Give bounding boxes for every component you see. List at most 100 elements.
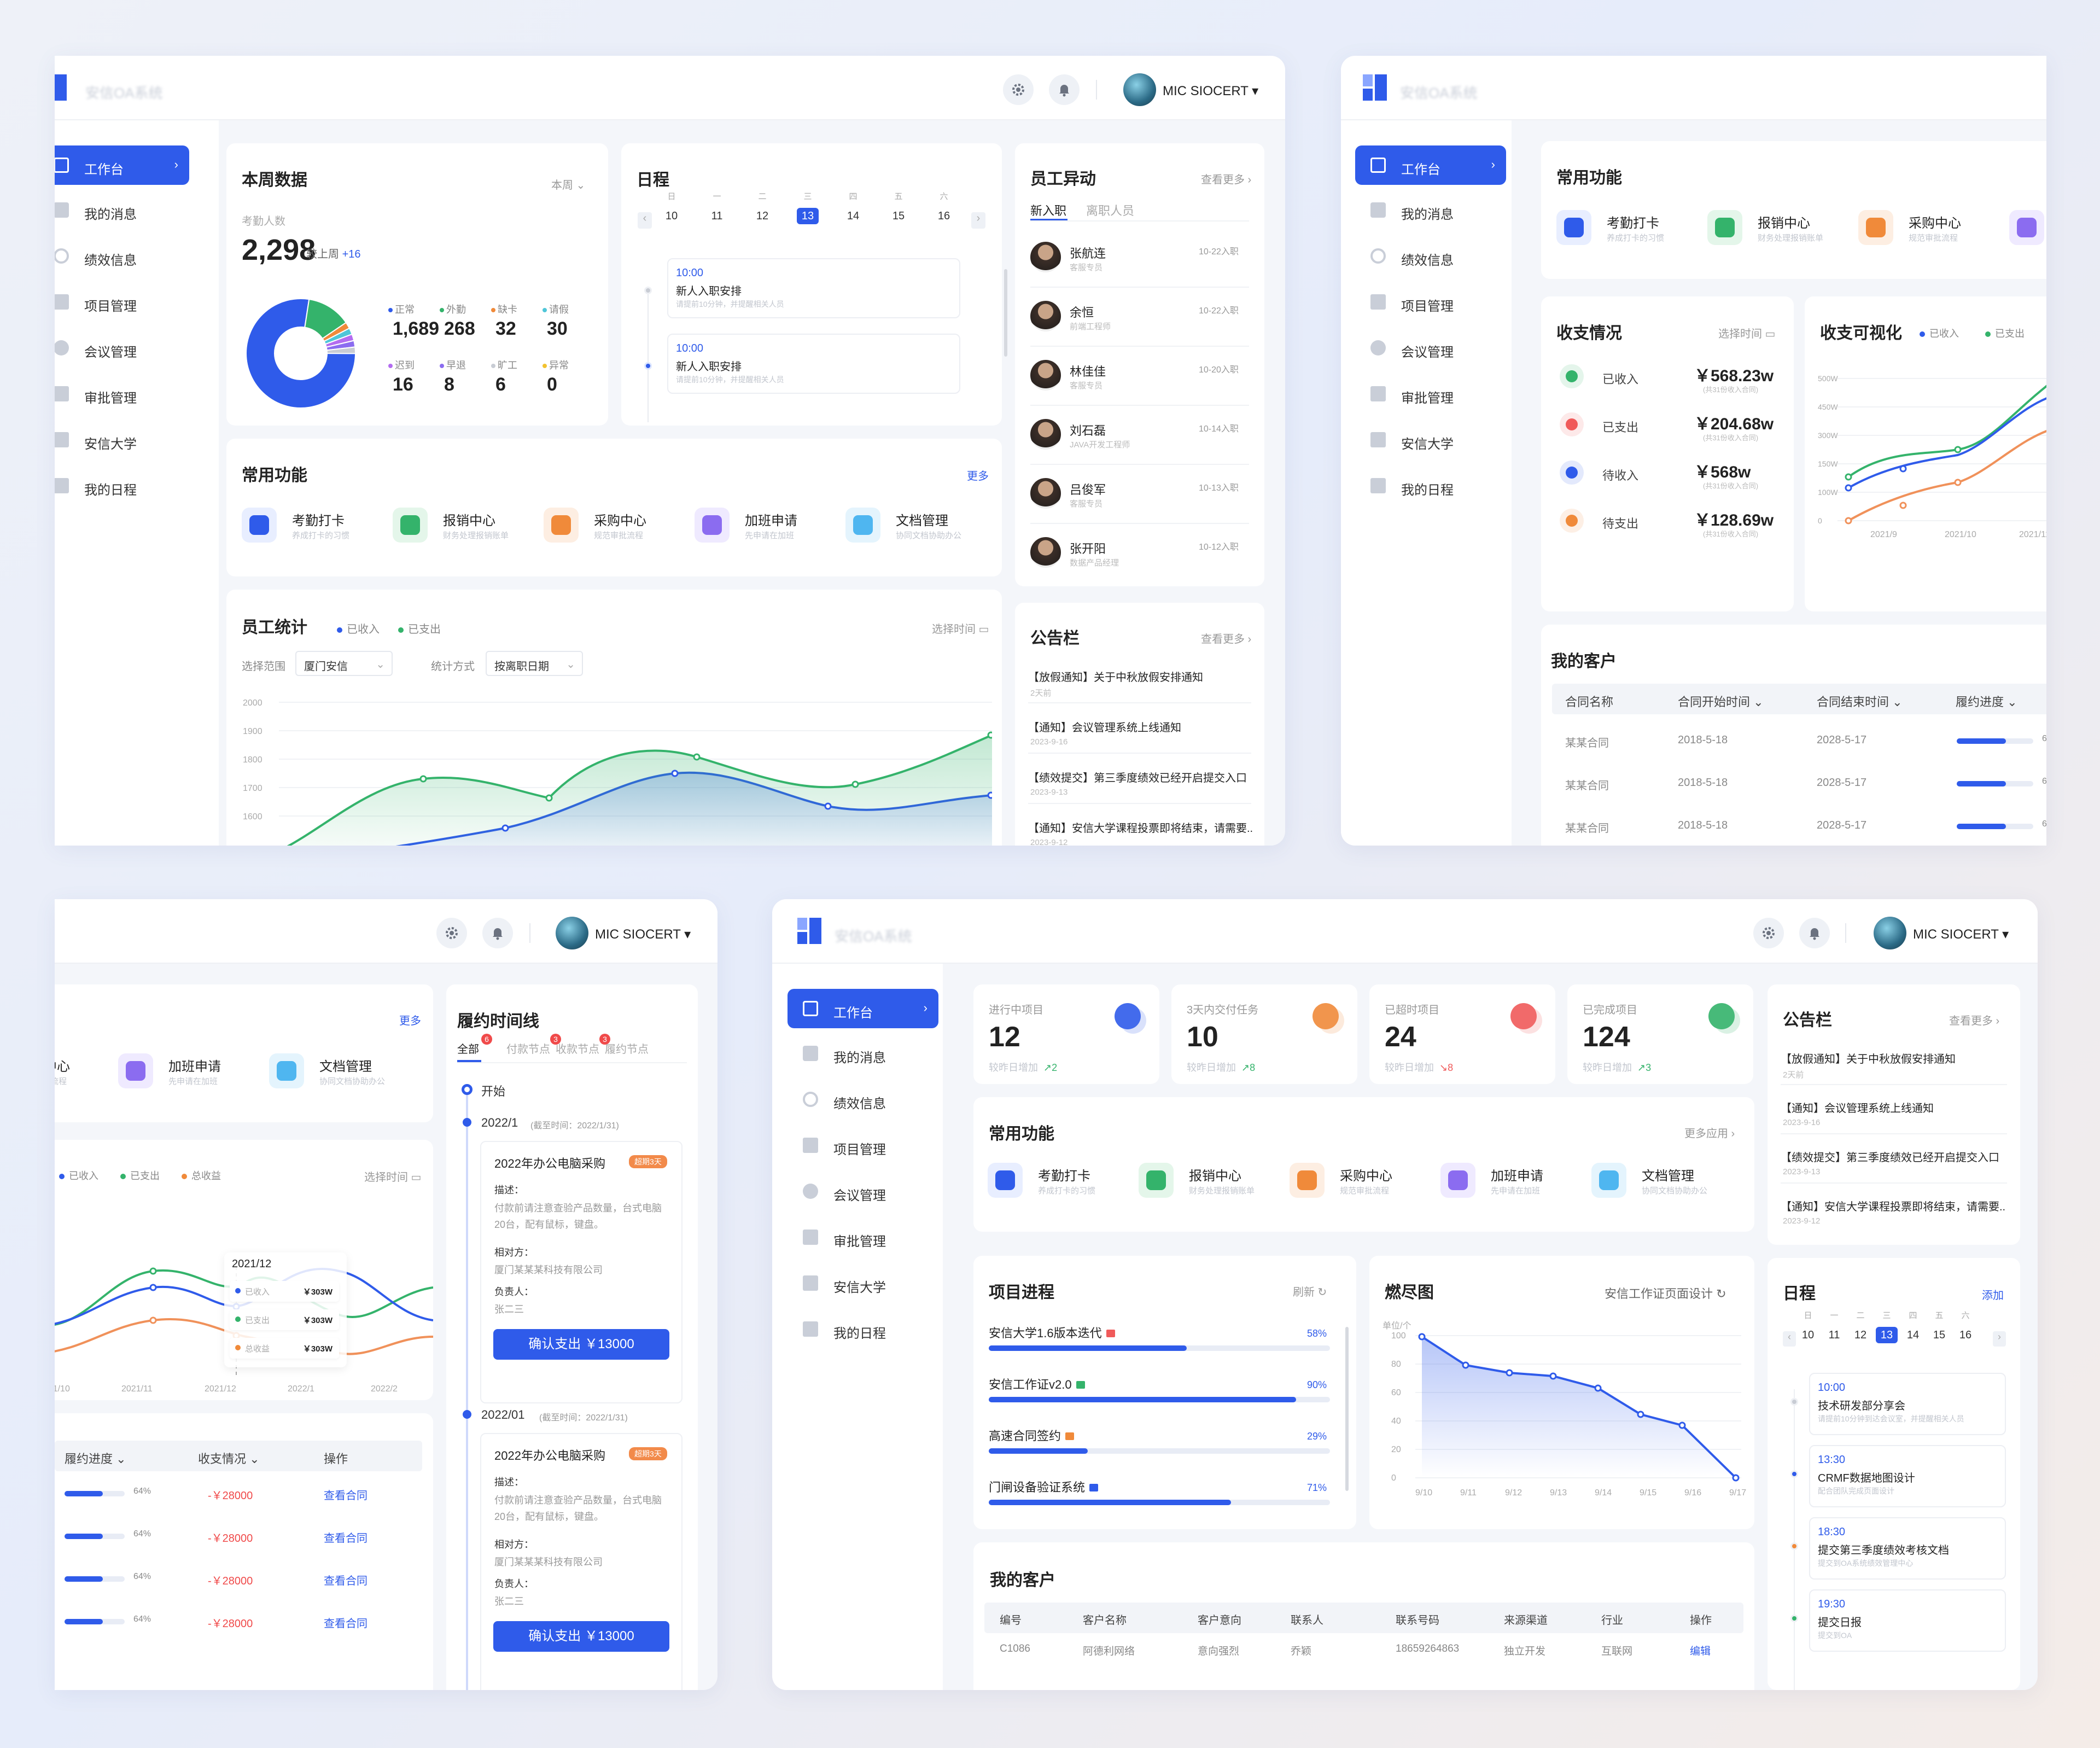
select-time[interactable]: 选择时间 ▭ (1718, 328, 1776, 340)
function-label[interactable]: 加班申请 (745, 514, 797, 528)
function-icon-4[interactable] (1591, 1163, 1626, 1198)
timeline-tab[interactable]: 收款节点 (556, 1044, 599, 1056)
add-schedule-button[interactable]: 添加 (1982, 1290, 2004, 1302)
calendar-day[interactable]: 11 (1828, 1329, 1840, 1341)
sidebar-item-university[interactable]: 安信大学 (788, 1263, 938, 1303)
calendar-next[interactable]: › (971, 212, 985, 229)
function-label[interactable]: 采购中心 (55, 1059, 70, 1074)
sidebar-item-approval[interactable]: 审批管理 (55, 374, 189, 413)
schedule-event[interactable]: 10:00 新人入职安排 请提前10分钟，并提醒相关人员 (667, 258, 960, 318)
sidebar-item-performance[interactable]: 绩效信息 (1355, 236, 1506, 276)
calendar-day[interactable]: 12 (756, 210, 769, 222)
function-icon-1[interactable] (1139, 1163, 1174, 1198)
function-label[interactable]: 考勤打卡 (1607, 216, 1659, 231)
table-row[interactable]: C1086 阿德利网络 意向强烈 乔颖 18659264863 独立开发 互联网 编辑 (984, 1643, 1743, 1665)
calendar-day[interactable]: 15 (892, 210, 905, 222)
schedule-event[interactable]: 19:30 提交日报 提交到OA (1809, 1589, 2006, 1652)
calendar-day[interactable]: 14 (847, 210, 860, 222)
sidebar-item-projects[interactable]: 项目管理 (788, 1126, 938, 1165)
function-label[interactable]: 报销中心 (443, 514, 495, 528)
avatar[interactable] (1874, 917, 1906, 949)
table-row[interactable]: 某某合同 2018-5-18 2028-5-17 64% (1552, 819, 2046, 841)
function-icon-3[interactable] (695, 508, 730, 543)
more-link[interactable]: 更多 (967, 470, 989, 482)
view-more-link[interactable]: 查看更多 › (1201, 633, 1252, 645)
calendar-next[interactable]: › (1993, 1331, 2006, 1347)
sidebar-item-approval[interactable]: 审批管理 (788, 1217, 938, 1257)
view-contract-link[interactable]: 查看合同 (324, 1490, 368, 1502)
col-header[interactable]: 收支情况 ⌄ (198, 1452, 260, 1466)
function-label[interactable]: 报销中心 (1758, 216, 1810, 231)
avatar[interactable] (1030, 242, 1061, 272)
schedule-event[interactable]: 10:00 新人入职安排 请提前10分钟，并提醒相关人员 (667, 334, 960, 394)
table-row[interactable]: 某某合同 2018-5-18 2028-5-17 64% (1552, 734, 2046, 756)
view-contract-link[interactable]: 查看合同 (324, 1575, 368, 1587)
schedule-event[interactable]: 13:30 CRMF数据地图设计 配合团队完成页面设计 (1809, 1445, 2006, 1507)
function-icon-2[interactable] (544, 508, 579, 543)
calendar-day[interactable]: 16 (1959, 1329, 1972, 1341)
project-name[interactable]: 门闸设备验证系统 (989, 1478, 1099, 1495)
sidebar-item-schedule[interactable]: 我的日程 (788, 1309, 938, 1349)
calendar-prev[interactable]: ‹ (638, 212, 652, 229)
avatar[interactable] (1030, 301, 1061, 331)
sidebar-item-workbench[interactable]: 工作台 › (55, 145, 189, 185)
sidebar-item-performance[interactable]: 绩效信息 (788, 1080, 938, 1119)
col-header[interactable]: 合同结束时间 ⌄ (1817, 695, 1903, 709)
more-link[interactable]: 更多 (399, 1015, 421, 1027)
notification-button[interactable] (482, 918, 513, 948)
kpi-card[interactable]: 已超时项目 24 较昨日增加 ↘8 (1369, 984, 1555, 1084)
calendar-day[interactable]: 15 (1933, 1329, 1946, 1341)
avatar[interactable] (1123, 73, 1156, 106)
col-header[interactable]: 履约进度 ⌄ (65, 1452, 126, 1466)
function-label[interactable]: 采购中心 (1909, 216, 1961, 231)
table-row[interactable]: 64% -￥28000 查看合同 (55, 1529, 422, 1551)
calendar-day[interactable]: 16 (937, 210, 950, 222)
avatar[interactable] (1030, 478, 1061, 509)
function-label[interactable]: 加班申请 (1491, 1169, 1543, 1184)
avatar[interactable] (1030, 360, 1061, 391)
notice-item[interactable]: 【通知】安信大学课程投票即将结束，请需要... (1028, 823, 1252, 835)
view-contract-link[interactable]: 查看合同 (324, 1533, 368, 1545)
cell-action[interactable]: 编辑 (1690, 1646, 1711, 1657)
project-name[interactable]: 高速合同签约 (989, 1426, 1075, 1444)
sidebar-item-schedule[interactable]: 我的日程 (55, 466, 189, 505)
select-time[interactable]: 选择时间 ▭ (932, 624, 989, 636)
function-icon-4[interactable] (269, 1053, 304, 1088)
table-row[interactable]: 64% -￥28000 查看合同 (55, 1615, 422, 1636)
user-name[interactable]: MIC SIOCERT ▾ (1913, 927, 2009, 942)
function-label[interactable]: 采购中心 (1340, 1169, 1392, 1184)
avatar[interactable] (556, 917, 588, 949)
timeline-tab[interactable]: 履约节点 (605, 1044, 649, 1056)
settings-button[interactable] (436, 918, 467, 948)
avatar[interactable] (1030, 537, 1061, 568)
calendar-day[interactable]: 13 (797, 208, 819, 224)
project-name[interactable]: 安信工作证v2.0 (989, 1375, 1085, 1392)
notice-item[interactable]: 【放假通知】关于中秋放假安排通知 (1781, 1053, 1956, 1065)
function-icon-3[interactable] (118, 1053, 153, 1088)
kpi-card[interactable]: 进行中项目 12 较昨日增加 ↗2 (973, 984, 1159, 1084)
sidebar-item-performance[interactable]: 绩效信息 (55, 236, 189, 276)
notice-item[interactable]: 【绩效提交】第三季度绩效已经开启提交入口 (1781, 1152, 1999, 1164)
col-header[interactable]: 履约进度 ⌄ (1956, 695, 2017, 709)
notice-item[interactable]: 【通知】安信大学课程投票即将结束，请需要... (1781, 1201, 2005, 1213)
sidebar-item-workbench[interactable]: 工作台 › (788, 989, 938, 1028)
confirm-payment-button[interactable]: 确认支出 ￥13000 (493, 1329, 669, 1360)
user-name[interactable]: MIC SIOCERT ▾ (595, 927, 691, 942)
calendar-day[interactable]: 11 (711, 210, 723, 222)
kpi-card[interactable]: 已完成项目 124 较昨日增加 ↗3 (1567, 984, 1753, 1084)
calendar-day[interactable]: 10 (1801, 1329, 1815, 1341)
user-name[interactable]: MIC SIOCERT ▾ (1163, 84, 1259, 98)
function-icon-0[interactable] (1556, 210, 1591, 245)
notice-item[interactable]: 【通知】会议管理系统上线通知 (1028, 722, 1181, 734)
notice-item[interactable]: 【通知】会议管理系统上线通知 (1781, 1103, 1934, 1115)
settings-button[interactable] (1003, 74, 1034, 105)
calendar-prev[interactable]: ‹ (1783, 1331, 1796, 1347)
calendar-day[interactable]: 10 (665, 210, 678, 222)
function-icon-3[interactable] (2009, 210, 2044, 245)
confirm-payment-button[interactable]: 确认支出 ￥13000 (493, 1621, 669, 1652)
function-label[interactable]: 文档管理 (896, 514, 948, 528)
period-select[interactable]: 本周 ⌄ (551, 179, 586, 191)
function-label[interactable]: 文档管理 (319, 1059, 372, 1074)
sidebar-item-university[interactable]: 安信大学 (55, 420, 189, 459)
timeline-tab[interactable]: 全部 (457, 1044, 479, 1056)
